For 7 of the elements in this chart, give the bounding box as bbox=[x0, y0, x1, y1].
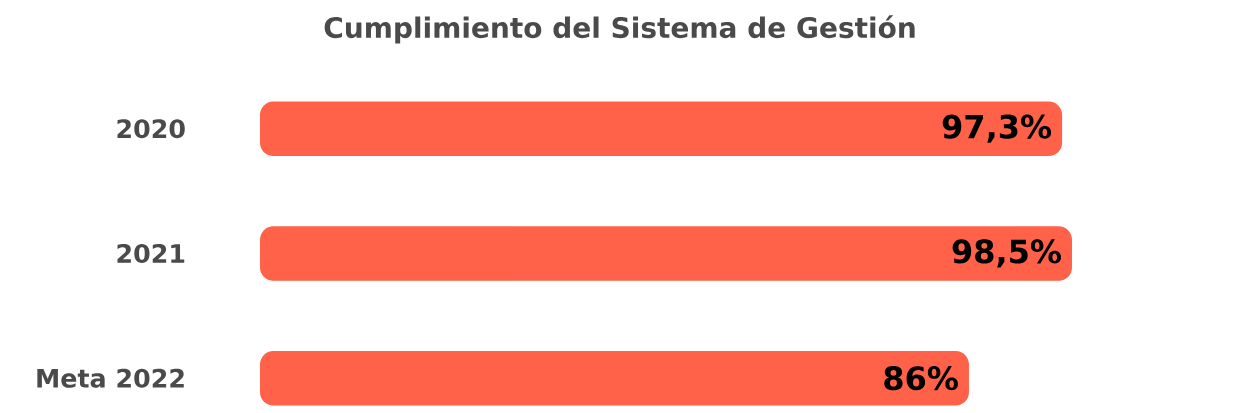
data-label: 86% bbox=[884, 366, 958, 391]
y-tick-label: 2020 bbox=[117, 119, 185, 139]
y-tick-label: Meta 2022 bbox=[37, 368, 184, 388]
chart-title: Cumplimiento del Sistema de Gestión bbox=[324, 15, 915, 44]
y-tick-label: 2021 bbox=[117, 243, 185, 264]
data-label: 98,5% bbox=[952, 239, 1061, 268]
data-label: 97,3% bbox=[942, 114, 1052, 143]
